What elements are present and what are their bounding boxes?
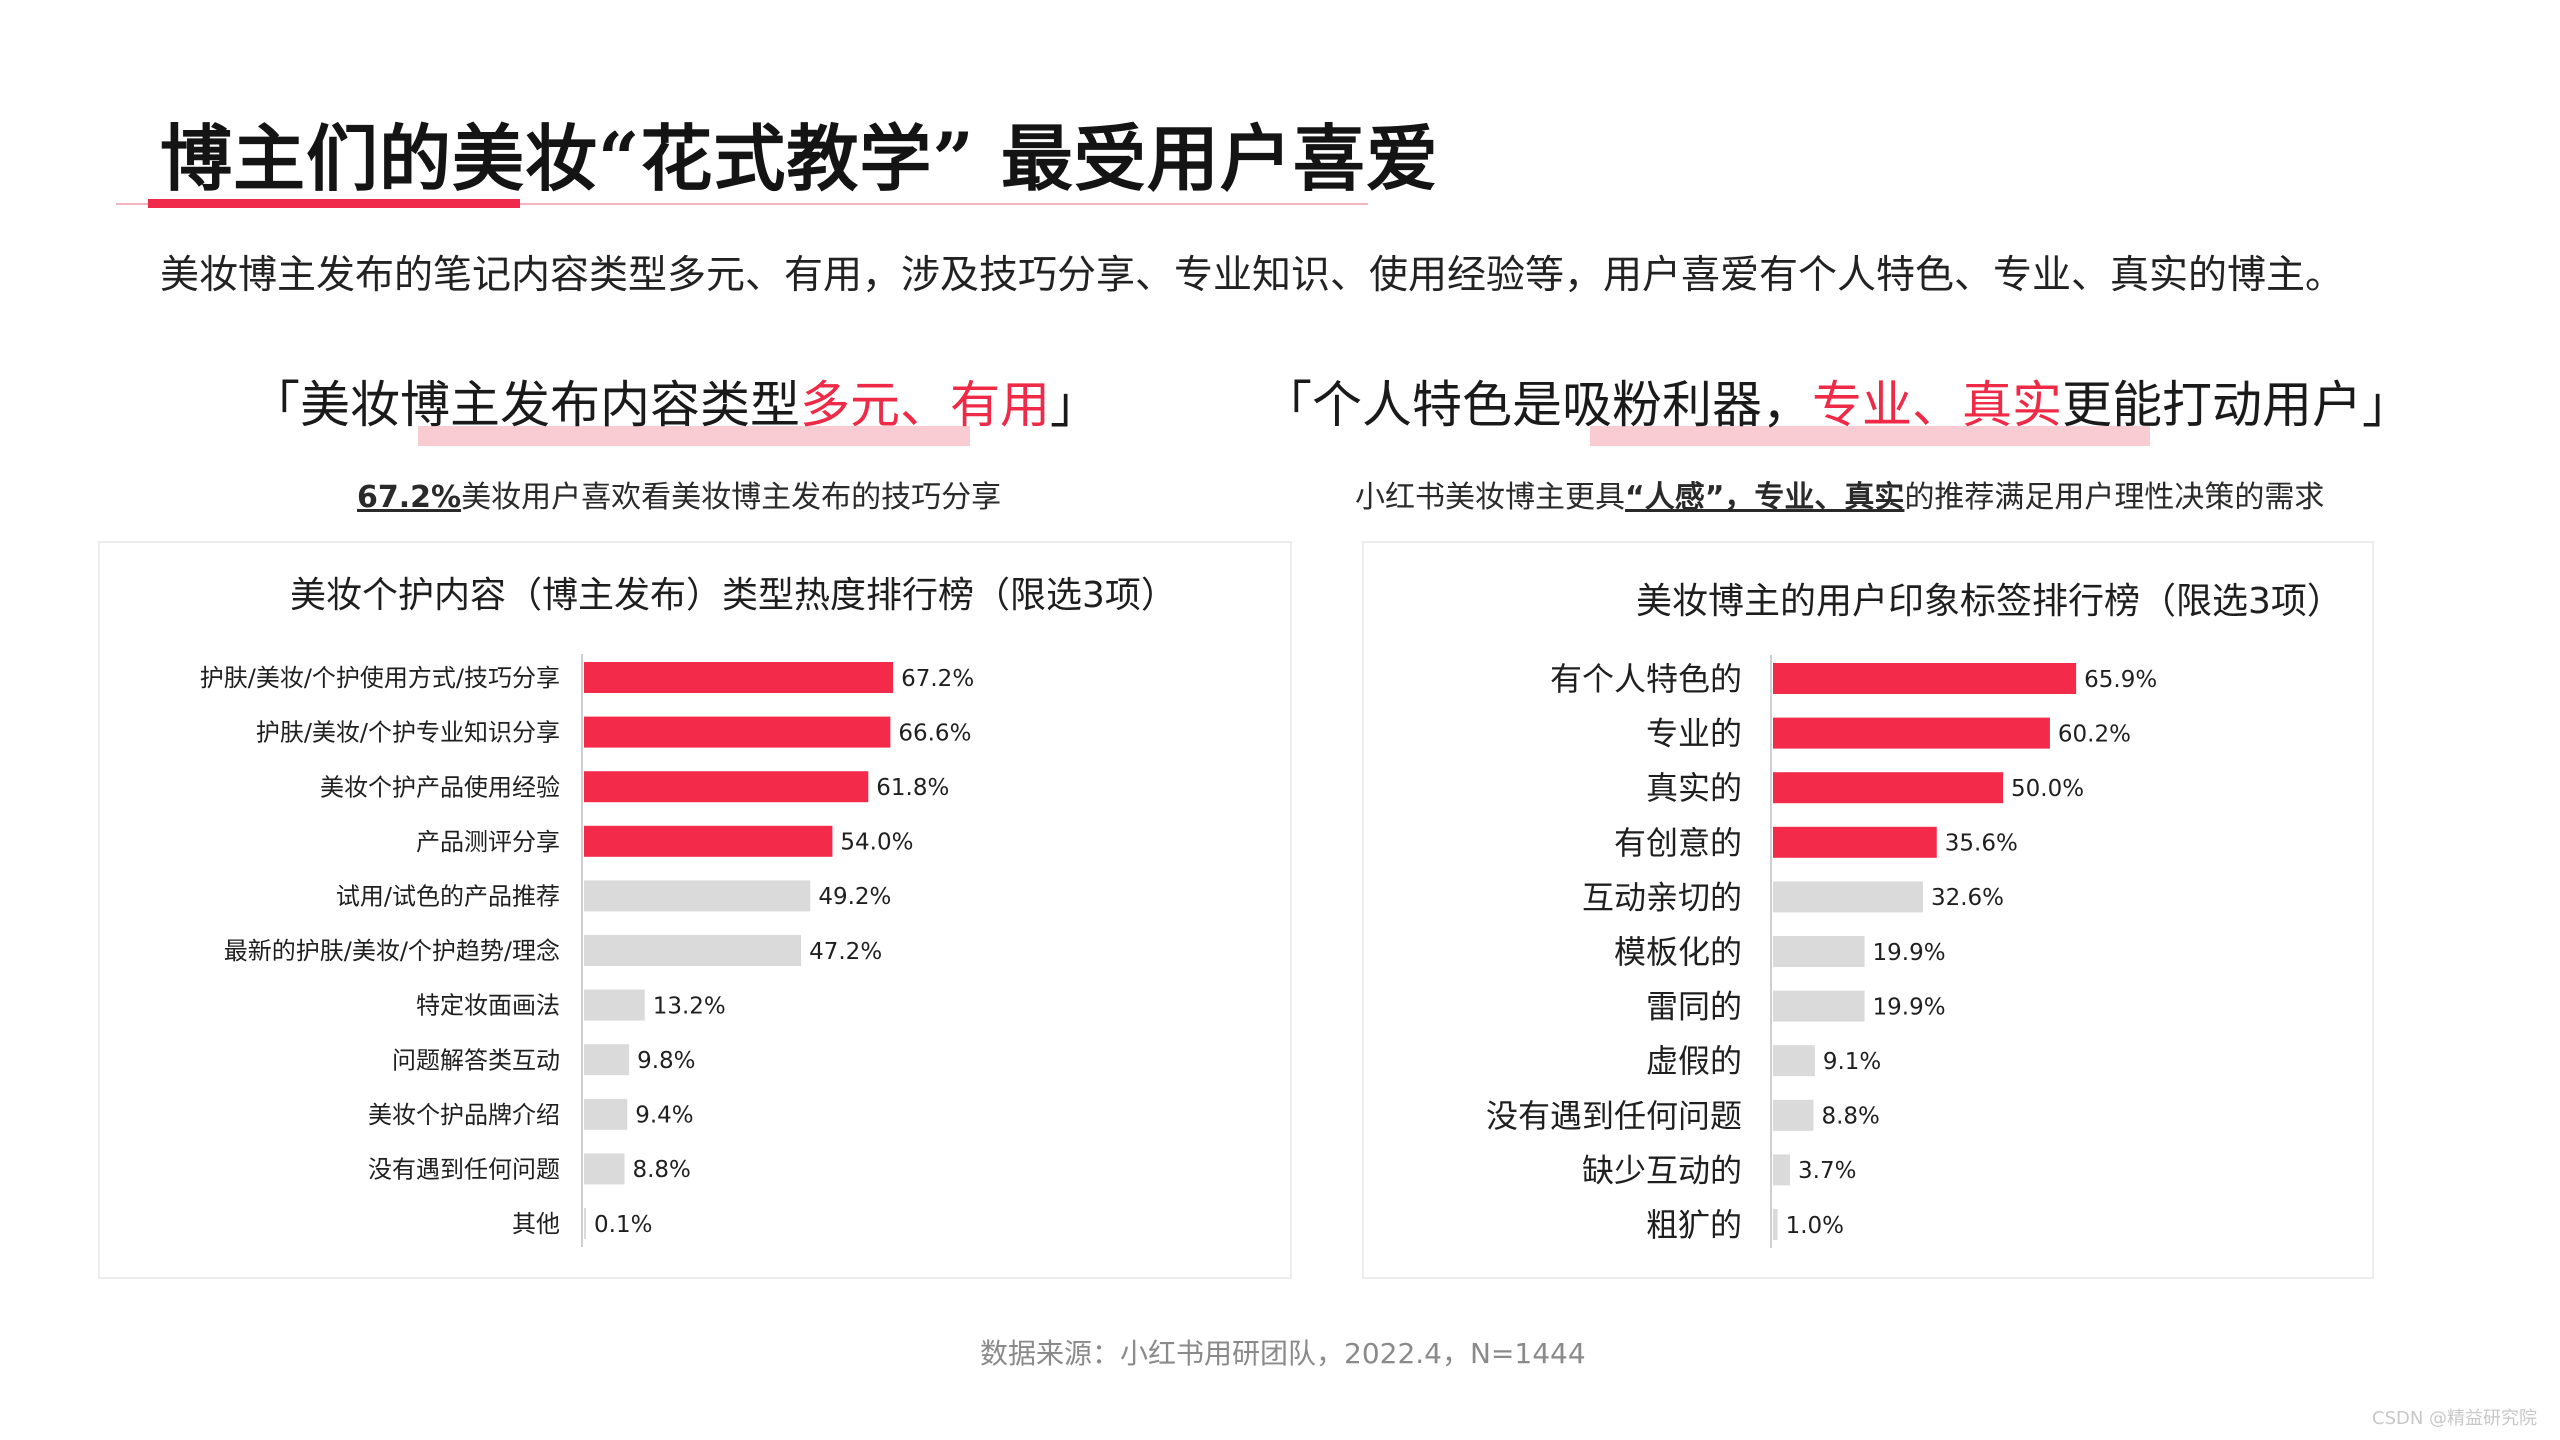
right-value-label: 50.0% <box>2011 776 2084 802</box>
right-value-label: 1.0% <box>1786 1213 1844 1239</box>
right-value-label: 65.9% <box>2084 667 2157 693</box>
left-bar <box>584 989 645 1021</box>
left-category-label: 没有遇到任何问题 <box>368 1156 560 1184</box>
left-bar <box>584 880 811 912</box>
right-category-label: 雷同的 <box>1646 988 1742 1026</box>
left-bar <box>584 935 802 966</box>
left-headline-text: 「美妆博主发布内容类型 <box>250 376 800 434</box>
data-source: 数据来源：小红书用研团队，2022.4，N=1444 <box>980 1337 1586 1370</box>
right-headline-close: 更能打动用户」 <box>2062 376 2412 434</box>
left-bar <box>584 771 869 803</box>
right-category-label: 缺少互动的 <box>1582 1151 1742 1189</box>
left-headline-highlight <box>418 426 970 446</box>
right-bar <box>1773 936 1865 967</box>
right-category-label: 没有遇到任何问题 <box>1486 1097 1742 1135</box>
watermark: CSDN @精益研究院 <box>2372 1408 2538 1429</box>
right-note-text-a: 小红书美妆博主更具 <box>1355 480 1625 515</box>
left-note-text: 美妆用户喜欢看美妆博主发布的技巧分享 <box>461 480 1002 515</box>
left-value-label: 47.2% <box>809 939 882 965</box>
right-category-label: 有创意的 <box>1614 824 1742 862</box>
right-note-text-b: 的推荐满足用户理性决策的需求 <box>1904 480 2325 515</box>
right-value-label: 8.8% <box>1821 1104 1879 1130</box>
right-bar <box>1773 1099 1814 1131</box>
left-value-label: 9.4% <box>635 1103 693 1129</box>
left-bar <box>584 1208 586 1239</box>
left-value-label: 0.1% <box>594 1212 652 1238</box>
right-bar <box>1773 881 1923 913</box>
right-bar <box>1773 990 1865 1022</box>
right-category-label: 模板化的 <box>1614 933 1742 971</box>
left-category-label: 其他 <box>512 1210 560 1238</box>
left-category-label: 美妆个护产品使用经验 <box>320 773 560 801</box>
right-category-label: 专业的 <box>1646 715 1742 753</box>
left-bar <box>584 1153 625 1185</box>
right-value-label: 32.6% <box>1931 885 2004 911</box>
left-category-label: 美妆个护品牌介绍 <box>368 1101 560 1129</box>
right-bar <box>1773 717 2050 749</box>
right-headline-text: 「个人特色是吸粉利器， <box>1262 376 1812 434</box>
left-category-label: 最新的护肤/美妆/个护趋势/理念 <box>224 937 560 965</box>
left-category-label: 护肤/美妆/个护使用方式/技巧分享 <box>200 664 560 692</box>
left-category-label: 产品测评分享 <box>416 828 560 856</box>
right-headline-emphasis: 专业、真实 <box>1812 376 2062 434</box>
left-value-label: 67.2% <box>901 666 974 692</box>
left-category-label: 护肤/美妆/个护专业知识分享 <box>256 719 560 747</box>
right-bar <box>1773 826 1937 858</box>
left-value-label: 8.8% <box>632 1157 690 1183</box>
right-value-label: 60.2% <box>2058 721 2131 747</box>
right-value-label: 9.1% <box>1823 1049 1881 1075</box>
right-category-label: 有个人特色的 <box>1550 660 1742 698</box>
left-category-label: 问题解答类互动 <box>392 1046 560 1074</box>
right-value-label: 19.9% <box>1873 940 1946 966</box>
right-chart-title: 美妆博主的用户印象标签排行榜（限选3项） <box>1636 581 2343 622</box>
left-chart-title: 美妆个护内容（博主发布）类型热度排行榜（限选3项） <box>290 575 1177 616</box>
right-note: 小红书美妆博主更具“人感”，专业、真实的推荐满足用户理性决策的需求 <box>1355 472 2324 516</box>
left-value-label: 61.8% <box>876 775 949 801</box>
left-value-label: 66.6% <box>898 720 971 746</box>
right-bar <box>1773 1154 1791 1186</box>
left-bar <box>584 716 891 748</box>
left-value-label: 54.0% <box>840 830 913 856</box>
left-headline: 「美妆博主发布内容类型多元、有用」 <box>250 365 1100 437</box>
left-value-label: 49.2% <box>818 884 891 910</box>
left-bar <box>584 1098 628 1130</box>
right-category-label: 互动亲切的 <box>1582 878 1742 916</box>
right-value-label: 3.7% <box>1798 1158 1856 1184</box>
page-title: 博主们的美妆“花式教学” 最受用户喜爱 <box>160 116 1439 201</box>
left-headline-emphasis: 多元、有用 <box>800 376 1050 434</box>
left-category-label: 特定妆面画法 <box>416 992 560 1020</box>
right-category-label: 粗犷的 <box>1646 1206 1742 1244</box>
left-category-label: 试用/试色的产品推荐 <box>336 883 560 911</box>
page-subtitle: 美妆博主发布的笔记内容类型多元、有用，涉及技巧分享、专业知识、使用经验等，用户喜… <box>160 253 2345 298</box>
left-bar <box>584 662 894 693</box>
title-accent-bar <box>148 199 520 208</box>
right-bar <box>1773 772 2003 804</box>
left-value-label: 13.2% <box>653 993 726 1019</box>
right-headline-highlight <box>1590 426 2150 446</box>
right-bar <box>1773 1045 1815 1077</box>
right-category-label: 虚假的 <box>1646 1042 1742 1080</box>
right-bar <box>1773 1209 1778 1240</box>
right-headline: 「个人特色是吸粉利器，专业、真实更能打动用户」 <box>1262 365 2412 437</box>
left-note: 67.2%美妆用户喜欢看美妆博主发布的技巧分享 <box>357 472 1001 516</box>
right-bar <box>1773 663 2077 694</box>
left-bar <box>584 825 833 857</box>
right-category-label: 真实的 <box>1646 769 1742 807</box>
right-value-label: 35.6% <box>1945 831 2018 857</box>
right-note-emphasis: “人感”，专业、真实 <box>1625 480 1905 515</box>
left-bar <box>584 1044 630 1076</box>
left-headline-close: 」 <box>1050 376 1100 434</box>
left-value-label: 9.8% <box>637 1048 695 1074</box>
title-divider <box>116 203 1368 205</box>
right-value-label: 19.9% <box>1873 994 1946 1020</box>
left-note-figure: 67.2% <box>357 480 462 515</box>
